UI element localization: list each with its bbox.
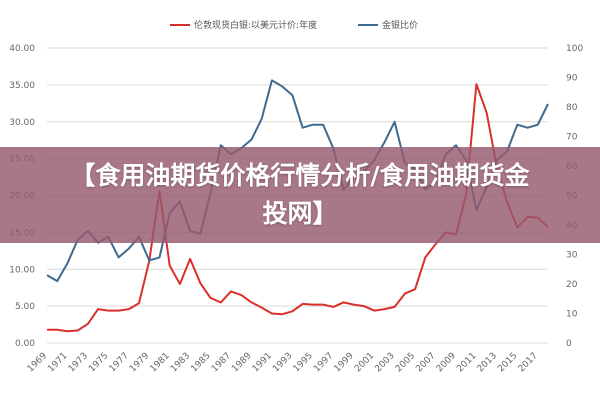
right-tick-label: 10 bbox=[566, 310, 578, 320]
x-tick-label: 1991 bbox=[251, 351, 274, 374]
x-tick-label: 1979 bbox=[128, 351, 151, 374]
banner-title: 【食用油期货价格行情分析/食用油期货金投网】 bbox=[70, 161, 530, 228]
x-tick-label: 2013 bbox=[476, 351, 499, 374]
x-tick-label: 1973 bbox=[67, 351, 90, 374]
x-tick-label: 1983 bbox=[169, 351, 192, 374]
x-tick-label: 1987 bbox=[210, 351, 233, 374]
x-tick-label: 1977 bbox=[108, 351, 131, 374]
x-tick-label: 1985 bbox=[189, 351, 212, 374]
x-tick-label: 1995 bbox=[292, 351, 315, 374]
right-tick-label: 30 bbox=[566, 251, 578, 261]
left-tick-label: 5.00 bbox=[15, 302, 35, 312]
right-tick-label: 0 bbox=[566, 339, 572, 349]
right-tick-label: 90 bbox=[566, 74, 578, 84]
x-tick-label: 2009 bbox=[435, 351, 458, 374]
x-tick-label: 2015 bbox=[496, 351, 519, 374]
x-tick-label: 2003 bbox=[373, 351, 396, 374]
x-tick-label: 2017 bbox=[517, 351, 540, 374]
right-tick-label: 70 bbox=[566, 133, 578, 143]
right-tick-label: 80 bbox=[566, 103, 578, 113]
x-axis-ticks: 1969197119731975197719791981198319851987… bbox=[26, 351, 540, 374]
x-tick-label: 2001 bbox=[353, 351, 376, 374]
left-tick-label: 30.00 bbox=[9, 118, 35, 128]
legend-label-ratio: 金银比价 bbox=[382, 19, 418, 31]
right-tick-label: 100 bbox=[566, 44, 583, 54]
x-tick-label: 1971 bbox=[46, 351, 69, 374]
x-tick-label: 1993 bbox=[271, 351, 294, 374]
left-tick-label: 0.00 bbox=[15, 339, 35, 349]
x-tick-label: 1989 bbox=[230, 351, 253, 374]
left-tick-label: 35.00 bbox=[9, 81, 35, 91]
left-tick-label: 10.00 bbox=[9, 265, 35, 275]
x-tick-label: 2007 bbox=[414, 351, 437, 374]
legend: 伦敦现货白银:以美元计价:年度 金银比价 bbox=[170, 19, 418, 31]
x-tick-label: 2011 bbox=[455, 351, 478, 374]
x-tick-label: 1997 bbox=[312, 351, 335, 374]
title-banner: 【食用油期货价格行情分析/食用油期货金投网】 bbox=[0, 147, 600, 243]
x-tick-label: 1975 bbox=[87, 351, 110, 374]
x-tick-label: 2005 bbox=[394, 351, 417, 374]
x-tick-label: 1999 bbox=[333, 351, 356, 374]
right-tick-label: 20 bbox=[566, 280, 578, 290]
left-tick-label: 40.00 bbox=[9, 44, 35, 54]
x-tick-label: 1981 bbox=[149, 351, 172, 374]
legend-label-silver: 伦敦现货白银:以美元计价:年度 bbox=[194, 19, 317, 31]
x-tick-label: 1969 bbox=[26, 351, 49, 374]
